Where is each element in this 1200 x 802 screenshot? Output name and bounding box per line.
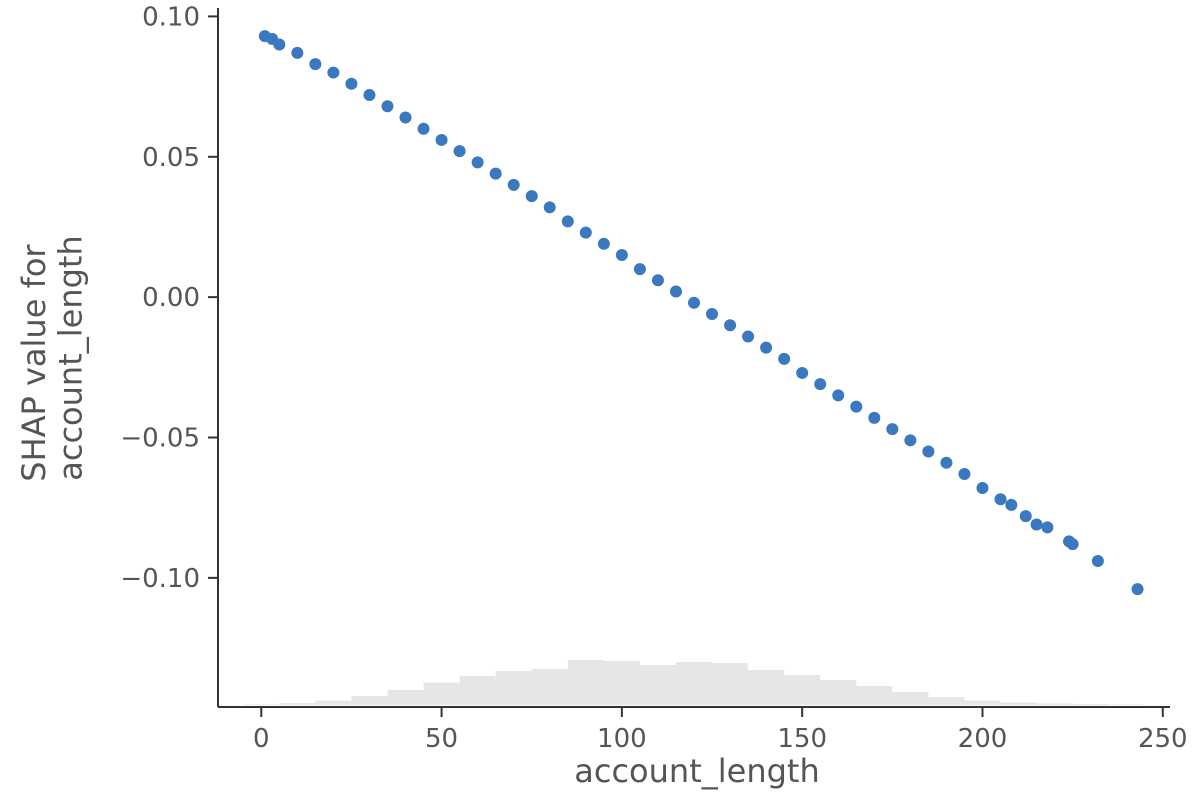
scatter-point (868, 411, 881, 424)
scatter-point (796, 366, 809, 379)
scatter-point (1066, 538, 1079, 551)
scatter-point (976, 482, 989, 495)
scatter-point (507, 178, 520, 191)
scatter-point (471, 156, 484, 169)
scatter-points-layer (258, 30, 1144, 596)
scatter-point (832, 389, 845, 402)
scatter-point (435, 133, 448, 146)
scatter-point (958, 468, 971, 480)
x-tick-label: 200 (958, 724, 1008, 754)
histogram-bar (531, 669, 568, 705)
x-tick-label: 100 (597, 724, 647, 754)
scatter-point (814, 378, 827, 391)
histogram-bar (748, 670, 785, 705)
scatter-point (922, 445, 935, 458)
scatter-point (345, 77, 358, 90)
scatter-point (1041, 521, 1054, 534)
scatter-point (904, 434, 917, 447)
axes-layer (217, 8, 1170, 708)
y-tick-label: 0.10 (142, 2, 200, 32)
histogram-layer (243, 660, 1145, 705)
scatter-point (273, 38, 286, 51)
histogram-bar (603, 661, 640, 705)
scatter-point (561, 215, 574, 228)
x-tick-label: 250 (1138, 724, 1188, 754)
ticks-layer: 0 50 100 150 200 250 0.10 0.05 0.00 −0.05 −0.10 (120, 2, 1187, 754)
scatter-point (399, 111, 412, 124)
histogram-bar (387, 690, 424, 705)
scatter-point (615, 249, 628, 262)
histogram-bar (928, 697, 965, 705)
histogram-bar (892, 692, 929, 705)
histogram-bar (1072, 704, 1109, 705)
histogram-bar (567, 660, 604, 705)
scatter-point (724, 319, 737, 332)
scatter-point (742, 330, 755, 343)
histogram-bar (351, 696, 388, 705)
histogram-bar (495, 671, 532, 705)
histogram-bar (243, 704, 280, 705)
histogram-bar (820, 680, 857, 705)
y-tick-label: −0.05 (120, 424, 200, 454)
x-tick-label: 0 (253, 724, 270, 754)
scatter-point (706, 307, 719, 320)
histogram-bar (315, 700, 352, 705)
histogram-bar (1036, 703, 1073, 705)
scatter-point (309, 58, 322, 71)
scatter-point (291, 46, 304, 59)
scatter-point (525, 190, 538, 203)
scatter-point (597, 237, 610, 250)
x-tick-label: 50 (425, 724, 458, 754)
y-axis-title-line-2: account_length (52, 235, 90, 480)
y-tick-label: 0.00 (142, 283, 200, 313)
histogram-bar (639, 665, 676, 705)
scatter-point (778, 352, 791, 365)
scatter-point (1030, 518, 1043, 531)
y-tick-label: 0.05 (142, 143, 200, 173)
scatter-point (453, 145, 466, 158)
histogram-bar (1108, 704, 1145, 705)
scatter-point (669, 285, 682, 298)
scatter-point (1091, 555, 1104, 568)
scatter-point (940, 456, 953, 469)
scatter-point (543, 201, 556, 214)
x-axis-title: account_length (574, 752, 819, 790)
scatter-point (363, 89, 376, 102)
histogram-bar (675, 662, 713, 705)
histogram-bar (784, 675, 821, 705)
scatter-point (760, 341, 773, 354)
histogram-bar (712, 663, 749, 705)
scatter-point (1019, 510, 1032, 523)
scatter-point (886, 423, 899, 436)
y-axis-title-line-1: SHAP value for (15, 244, 53, 482)
scatter-point (688, 296, 700, 309)
y-axis-title: SHAP value for account_length (15, 234, 90, 481)
scatter-point (633, 263, 646, 276)
scatter-point (1005, 498, 1018, 511)
histogram-bar (1000, 702, 1037, 705)
histogram-bar (279, 703, 316, 705)
scatter-point (651, 274, 664, 287)
y-tick-label: −0.10 (120, 564, 200, 594)
scatter-point (489, 167, 502, 180)
scatter-point (579, 226, 592, 239)
histogram-bar (964, 700, 1001, 705)
scatter-point (327, 66, 340, 79)
scatter-point (417, 122, 430, 135)
histogram-bar (459, 676, 496, 705)
scatter-point (994, 493, 1007, 506)
scatter-point (850, 400, 863, 413)
histogram-bar (856, 686, 893, 705)
scatter-point (381, 100, 394, 113)
x-tick-label: 150 (777, 724, 827, 754)
scatter-point (1131, 583, 1144, 596)
histogram-bar (423, 682, 460, 705)
